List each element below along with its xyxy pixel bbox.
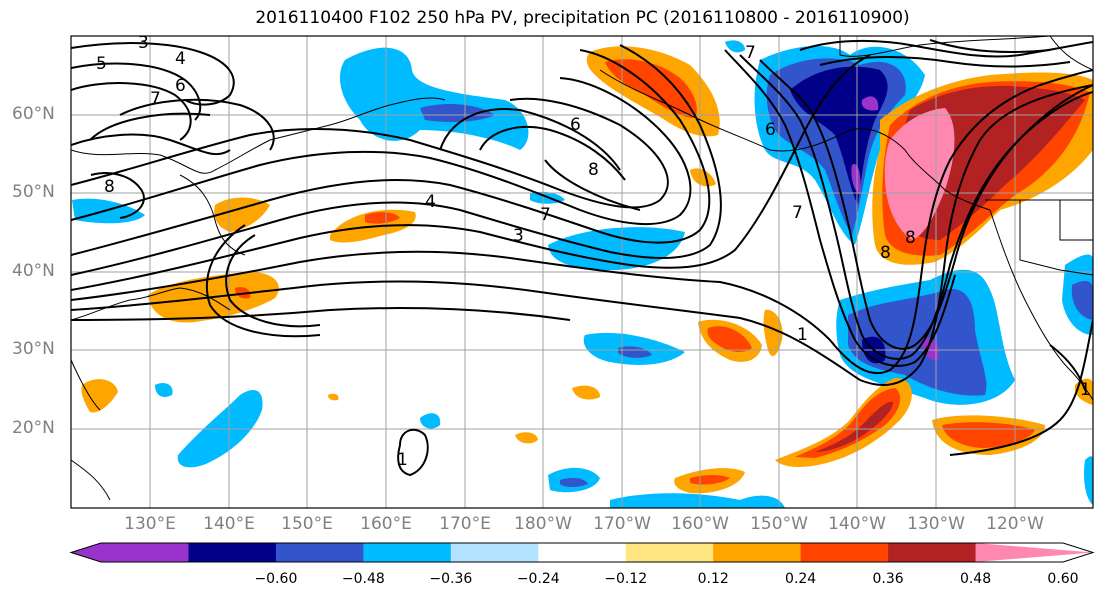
lon-label: 170°W xyxy=(593,514,651,534)
lon-label: 160°E xyxy=(360,514,412,534)
contour-label: 6 xyxy=(570,115,581,135)
colorbar-tick-label: −0.60 xyxy=(254,571,298,587)
contour-label: 4 xyxy=(425,192,436,212)
contour-label: 8 xyxy=(104,177,115,197)
lat-label: 40°N xyxy=(12,261,55,281)
precip-pos-region xyxy=(81,379,118,413)
colorbar-tick-label: 0.24 xyxy=(785,571,817,587)
lon-label: 160°W xyxy=(671,514,729,534)
colorbar-tick-label: −0.12 xyxy=(604,571,648,587)
contour-labels: 3 4 5 6 7 6 7 8 8 4 7 3 6 8 7 1 8 1 1 xyxy=(96,33,1091,470)
colorbar-tick-label: −0.48 xyxy=(341,571,385,587)
precip-pos-region xyxy=(707,326,752,352)
precip-pos-region xyxy=(572,385,600,400)
precip-neg-region xyxy=(155,383,173,397)
precip-pos-region xyxy=(515,432,538,444)
precip-neg-region xyxy=(861,96,879,111)
precip-neg-region xyxy=(725,40,745,53)
contour-label: 3 xyxy=(513,226,524,246)
precip-neg-region xyxy=(610,493,785,508)
contour-label: 1 xyxy=(797,325,808,345)
map-frame xyxy=(70,35,1094,509)
colorbar-tick-label: −0.36 xyxy=(429,571,473,587)
contour-label: 7 xyxy=(540,205,551,225)
precip-pos-region xyxy=(328,393,339,401)
lat-label: 30°N xyxy=(12,339,55,359)
precip-pos-region xyxy=(365,212,400,224)
precip-pos-region xyxy=(815,401,893,452)
contour-label: 8 xyxy=(905,228,916,248)
lon-label: 150°W xyxy=(750,514,808,534)
lon-label: 120°W xyxy=(986,514,1044,534)
contour-label: 7 xyxy=(792,203,803,223)
lon-label: 140°E xyxy=(203,514,255,534)
colorbar-tick-label: 0.36 xyxy=(872,571,904,587)
contour-label: 7 xyxy=(745,43,756,63)
colorbar-tick-label: −0.24 xyxy=(516,571,560,587)
precip-neg-region xyxy=(851,164,861,195)
lat-label: 60°N xyxy=(12,104,55,124)
plot-title: 2016110400 F102 250 hPa PV, precipitatio… xyxy=(255,8,910,28)
precip-neg-region xyxy=(1083,456,1093,505)
pv-contours xyxy=(71,39,1093,477)
contour-label: 5 xyxy=(96,54,107,74)
contour-label: 1 xyxy=(1080,380,1091,400)
precip-pos-region xyxy=(884,108,955,240)
precip-pos-region xyxy=(795,388,901,458)
lat-label: 20°N xyxy=(12,418,55,438)
precip-neg-region xyxy=(560,477,588,487)
lat-label: 50°N xyxy=(12,182,55,202)
precip-pos-region xyxy=(214,197,270,232)
colorbar-tick-label: 0.12 xyxy=(697,571,729,587)
lon-label: 180°W xyxy=(514,514,572,534)
contour-label: 8 xyxy=(880,243,891,263)
contour-label: 3 xyxy=(138,33,149,53)
contour-label: 8 xyxy=(588,160,599,180)
contour-label: 4 xyxy=(175,49,186,69)
colorbar-tick-label: 0.48 xyxy=(959,571,992,587)
precip-neg-region xyxy=(420,413,441,429)
precip-pos-region xyxy=(763,309,783,357)
lon-label: 140°W xyxy=(828,514,886,534)
precip-pos-region xyxy=(690,168,716,187)
precip-neg-region xyxy=(1071,280,1093,320)
lon-label: 130°E xyxy=(124,514,176,534)
contour-label: 6 xyxy=(175,76,186,96)
precip-neg-region xyxy=(340,47,529,150)
precip-neg-region xyxy=(420,104,495,123)
colorbar-tick-label: 0.60 xyxy=(1047,571,1079,587)
lon-label: 150°E xyxy=(281,514,333,534)
precip-neg-region xyxy=(618,346,652,358)
contour-label: 6 xyxy=(765,120,776,140)
precip-neg-region xyxy=(548,227,685,271)
lon-label: 130°W xyxy=(907,514,965,534)
lon-label: 170°E xyxy=(439,514,491,534)
contour-label: 7 xyxy=(150,89,161,109)
contour-label: 1 xyxy=(397,450,408,470)
